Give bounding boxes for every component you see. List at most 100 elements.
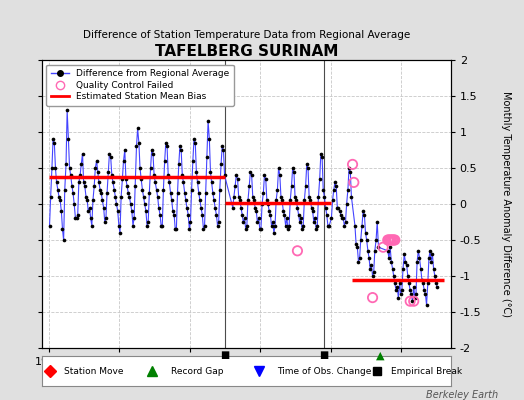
- Point: [188, 186, 196, 193]
- Point: [245, 183, 254, 189]
- Point: [69, 190, 77, 196]
- Point: [312, 226, 320, 232]
- Point: [413, 258, 421, 265]
- Point: [310, 219, 318, 225]
- Point: [161, 140, 170, 146]
- Point: [331, 179, 339, 186]
- Point: [114, 208, 122, 214]
- Point: [210, 197, 218, 204]
- Point: [143, 222, 151, 229]
- Point: [351, 222, 359, 229]
- Point: [152, 186, 161, 193]
- Point: [110, 186, 118, 193]
- Point: [414, 248, 422, 254]
- Point: [206, 168, 215, 175]
- Point: [269, 219, 277, 225]
- Point: [286, 197, 294, 204]
- Point: [193, 179, 202, 186]
- Point: [423, 280, 432, 286]
- Point: [355, 255, 364, 261]
- Point: [309, 208, 317, 214]
- Point: [362, 230, 370, 236]
- Point: [293, 248, 302, 254]
- Point: [212, 212, 221, 218]
- Point: [55, 194, 63, 200]
- Point: [131, 183, 139, 189]
- Point: [389, 237, 398, 243]
- Point: [352, 240, 361, 247]
- Point: [369, 269, 378, 276]
- Point: [365, 255, 373, 261]
- Point: [78, 150, 86, 157]
- Text: Difference of Station Temperature Data from Regional Average: Difference of Station Temperature Data f…: [83, 30, 410, 40]
- Point: [59, 237, 68, 243]
- Point: [52, 179, 61, 186]
- Point: [366, 266, 374, 272]
- Point: [185, 226, 193, 232]
- Point: [213, 222, 222, 229]
- Point: [112, 201, 121, 207]
- Point: [280, 212, 289, 218]
- Point: [145, 190, 154, 196]
- Point: [296, 219, 304, 225]
- Point: [172, 226, 181, 232]
- Point: [393, 284, 401, 290]
- Point: [396, 280, 404, 286]
- Point: [97, 190, 105, 196]
- Point: [170, 212, 178, 218]
- Point: [244, 197, 252, 204]
- Point: [410, 284, 418, 290]
- Point: [392, 287, 400, 294]
- Point: [64, 136, 73, 142]
- Point: [344, 186, 352, 193]
- Point: [135, 140, 143, 146]
- Point: [275, 165, 283, 171]
- Point: [132, 143, 140, 150]
- Point: [253, 219, 261, 225]
- Point: [287, 183, 296, 189]
- Point: [158, 222, 167, 229]
- Point: [429, 266, 438, 272]
- Point: [84, 208, 92, 214]
- Point: [180, 190, 189, 196]
- Point: [311, 215, 319, 222]
- Point: [271, 222, 279, 229]
- Point: [248, 194, 257, 200]
- Point: [346, 168, 354, 175]
- Point: [368, 273, 377, 279]
- Point: [316, 150, 325, 157]
- Point: [243, 222, 251, 229]
- Point: [389, 273, 398, 279]
- Point: [173, 190, 182, 196]
- Point: [96, 186, 104, 193]
- Point: [403, 273, 412, 279]
- Point: [407, 291, 416, 297]
- Text: ▲: ▲: [376, 350, 385, 360]
- Point: [231, 183, 239, 189]
- Point: [232, 172, 241, 178]
- Point: [255, 215, 263, 222]
- Point: [347, 194, 356, 200]
- Point: [82, 194, 90, 200]
- Point: [293, 204, 302, 211]
- Point: [364, 248, 372, 254]
- Point: [197, 204, 205, 211]
- Point: [259, 190, 268, 196]
- Point: [335, 208, 344, 214]
- Point: [194, 190, 203, 196]
- Point: [284, 226, 292, 232]
- Point: [119, 158, 128, 164]
- Point: [406, 287, 414, 294]
- Point: [353, 244, 362, 250]
- Point: [333, 204, 342, 211]
- Point: [90, 183, 99, 189]
- Point: [372, 237, 380, 243]
- Point: [264, 201, 272, 207]
- Point: [388, 266, 397, 272]
- Point: [157, 222, 166, 229]
- Point: [159, 186, 168, 193]
- Point: [397, 291, 405, 297]
- Point: [252, 208, 260, 214]
- Point: [288, 165, 297, 171]
- Point: [418, 276, 426, 283]
